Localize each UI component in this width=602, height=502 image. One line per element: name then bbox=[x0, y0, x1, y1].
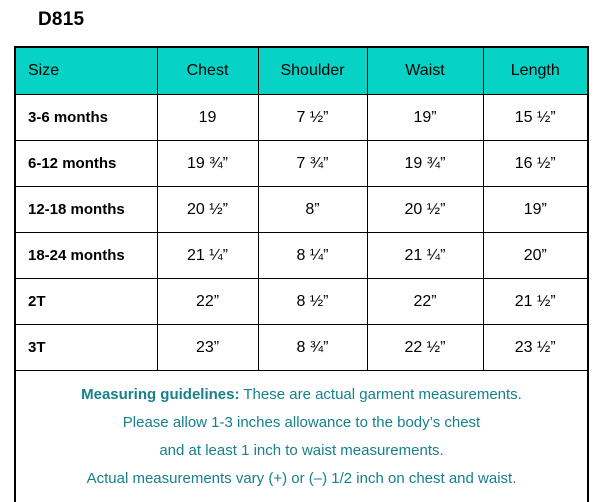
shoulder-value: 8 ½” bbox=[257, 278, 368, 325]
guidelines-text: These are actual garment measurements. bbox=[239, 386, 522, 403]
waist-value: 19 ¾” bbox=[366, 140, 484, 187]
chest-value: 19 bbox=[156, 94, 259, 141]
length-value: 15 ½” bbox=[482, 94, 589, 141]
waist-value: 19” bbox=[366, 94, 484, 141]
column-header-chest: Chest bbox=[156, 46, 259, 95]
size-label: 12-18 months bbox=[14, 186, 158, 233]
chest-value: 21 ¼” bbox=[156, 232, 259, 279]
length-value: 20” bbox=[482, 232, 589, 279]
guidelines-line-1: Measuring guidelines: These are actual g… bbox=[26, 381, 577, 409]
guidelines-line-4: Actual measurements vary (+) or (–) 1/2 … bbox=[86, 470, 517, 487]
table-row: 12-18 months 20 ½” 8” 20 ½” 19” bbox=[14, 186, 589, 233]
guidelines-line-3: and at least 1 inch to waist measurement… bbox=[159, 442, 444, 459]
size-label: 6-12 months bbox=[14, 140, 158, 187]
page-title: D815 bbox=[38, 9, 85, 30]
table-row: 3T 23” 8 ¾” 22 ½” 23 ½” bbox=[14, 324, 589, 371]
column-header-length: Length bbox=[482, 46, 589, 95]
chest-value: 22” bbox=[156, 278, 259, 325]
notes-row: Measuring guidelines: These are actual g… bbox=[14, 370, 589, 502]
size-label: 3T bbox=[14, 324, 158, 371]
shoulder-value: 7 ¾” bbox=[257, 140, 368, 187]
column-header-shoulder: Shoulder bbox=[257, 46, 368, 95]
chest-value: 19 ¾” bbox=[156, 140, 259, 187]
shoulder-value: 7 ½” bbox=[257, 94, 368, 141]
length-value: 21 ½” bbox=[482, 278, 589, 325]
size-label: 18-24 months bbox=[14, 232, 158, 279]
table-row: 3-6 months 19 7 ½” 19” 15 ½” bbox=[14, 94, 589, 141]
waist-value: 22” bbox=[366, 278, 484, 325]
shoulder-value: 8 ¼” bbox=[257, 232, 368, 279]
guidelines-line-2: Please allow 1-3 inches allowance to the… bbox=[122, 414, 481, 431]
table-header-row: Size Chest Shoulder Waist Length bbox=[14, 46, 589, 95]
column-header-waist: Waist bbox=[366, 46, 484, 95]
table-row: 6-12 months 19 ¾” 7 ¾” 19 ¾” 16 ½” bbox=[14, 140, 589, 187]
column-header-size: Size bbox=[14, 46, 158, 95]
chest-value: 23” bbox=[156, 324, 259, 371]
guidelines-label: Measuring guidelines: bbox=[81, 386, 240, 403]
chest-value: 20 ½” bbox=[156, 186, 259, 233]
measuring-guidelines: Measuring guidelines: These are actual g… bbox=[14, 370, 589, 502]
waist-value: 22 ½” bbox=[366, 324, 484, 371]
size-chart-table: Size Chest Shoulder Waist Length 3-6 mon… bbox=[14, 46, 589, 502]
size-label: 2T bbox=[14, 278, 158, 325]
length-value: 16 ½” bbox=[482, 140, 589, 187]
length-value: 19” bbox=[482, 186, 589, 233]
table-row: 18-24 months 21 ¼” 8 ¼” 21 ¼” 20” bbox=[14, 232, 589, 279]
shoulder-value: 8 ¾” bbox=[257, 324, 368, 371]
length-value: 23 ½” bbox=[482, 324, 589, 371]
table-row: 2T 22” 8 ½” 22” 21 ½” bbox=[14, 278, 589, 325]
waist-value: 20 ½” bbox=[366, 186, 484, 233]
shoulder-value: 8” bbox=[257, 186, 368, 233]
size-label: 3-6 months bbox=[14, 94, 158, 141]
waist-value: 21 ¼” bbox=[366, 232, 484, 279]
